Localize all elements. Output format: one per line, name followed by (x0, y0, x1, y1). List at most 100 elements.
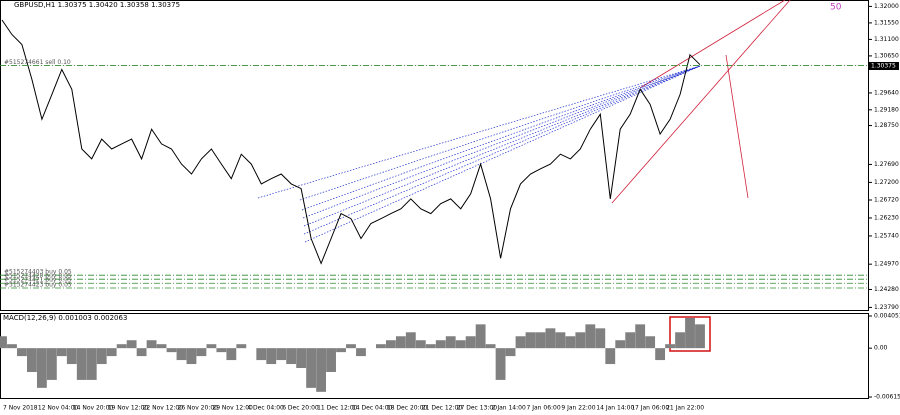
macd-bar (356, 348, 366, 357)
x-tick-label: 7 Jan 06:00 (527, 405, 561, 412)
macd-bar (7, 344, 17, 349)
x-tick-label: 19 Nov 12:00 (108, 405, 149, 412)
x-tick-label: 7 Nov 2018 (3, 405, 38, 412)
macd-bar (685, 317, 695, 349)
macd-bar (445, 336, 456, 349)
macd-bar (375, 344, 386, 349)
macd-bar (116, 344, 127, 349)
macd-bar (46, 348, 57, 380)
macd-bar (136, 348, 147, 357)
macd-bar (26, 348, 37, 372)
macd-bar (206, 344, 217, 349)
x-tick-label: 29 Nov 12:00 (212, 405, 253, 412)
macd-panel (0, 313, 869, 399)
macd-bar (96, 348, 107, 365)
macd-bar (306, 348, 317, 388)
macd-bar (635, 324, 646, 349)
macd-bar (326, 348, 336, 372)
macd-bar (166, 348, 177, 353)
y-tick-label: 1.31550 (874, 19, 899, 26)
order-label: #515274403 buy 0.05 (4, 269, 72, 276)
price-line (1, 19, 701, 265)
x-tick-label: 21 Jan 22:00 (666, 405, 704, 412)
macd-bar (146, 340, 157, 349)
macd-bar (435, 340, 446, 349)
macd-bar (535, 332, 546, 349)
badge: 50 (830, 3, 842, 13)
macd-bar (465, 336, 476, 349)
y-tick-label: 1.29640 (874, 89, 899, 96)
macd-bar (555, 332, 566, 349)
macd-bar (256, 348, 267, 361)
x-tick-label: 14 Dec 04:00 (352, 405, 393, 412)
x-tick-label: 27 Dec 13:00 (457, 405, 498, 412)
macd-bar (196, 348, 207, 357)
macd-bar (56, 348, 67, 357)
highlight-box (669, 316, 711, 352)
x-tick-label: 18 Dec 20:00 (387, 405, 428, 412)
macd-bar (675, 332, 685, 349)
x-tick-label: 21 Dec 12:00 (422, 405, 463, 412)
macd-bar (565, 336, 576, 349)
macd-bar (346, 344, 356, 349)
macd-bar (395, 336, 406, 349)
macd-bar (156, 344, 167, 349)
y-tick-label: 1.27200 (874, 179, 899, 186)
macd-bar (655, 348, 666, 361)
macd-bar (415, 340, 426, 349)
order-label: #515274421 buy 0.05 (4, 277, 72, 284)
x-tick-label: 14 Nov 20:00 (73, 405, 114, 412)
macd-bar (266, 348, 277, 365)
macd-bar (86, 348, 97, 380)
y-tick-label: 1.26230 (874, 214, 899, 221)
macd-bar (615, 340, 626, 349)
y-tick-label: 1.31100 (874, 36, 899, 43)
macd-bar (286, 348, 297, 365)
y-tick-label: 0.00 (874, 345, 888, 352)
macd-bar (625, 332, 636, 349)
macd-bar (66, 348, 77, 365)
x-tick-label: 22 Nov 12:00 (143, 405, 184, 412)
macd-bar (17, 348, 27, 357)
x-tick-label: 12 Nov 04:00 (38, 405, 79, 412)
macd-bar (475, 324, 486, 349)
macd-bar (575, 332, 586, 349)
y-tick-label: 1.32000 (874, 3, 899, 10)
y-tick-label: 1.30650 (874, 52, 899, 59)
macd-bar (645, 336, 656, 349)
macd-bar (505, 348, 516, 357)
order-label: #515274420 buy 0.05 (4, 273, 72, 280)
macd-bar (226, 348, 237, 361)
macd-bar (455, 340, 466, 349)
macd-bar (405, 332, 416, 349)
y-tick-label: 1.23790 (874, 304, 899, 311)
fan-lines (257, 65, 701, 243)
macd-bar (595, 328, 606, 349)
macd-bar (665, 344, 676, 349)
order-label: #515274423 buy 0.05 (4, 282, 72, 289)
x-tick-label: 9 Jan 22:00 (561, 405, 595, 412)
x-tick-label: 2 Jan 14:00 (492, 405, 526, 412)
y-tick-label: -0.006151 (874, 394, 900, 401)
macd-bar (515, 336, 526, 349)
macd-bar (276, 348, 287, 361)
macd-bar (236, 344, 247, 349)
macd-bar (106, 348, 117, 357)
channel-lines (611, 0, 791, 204)
y-tick-label: 0.004051 (874, 313, 900, 320)
macd-title: MACD(12,26,9) 0.001003 0.002063 (3, 314, 127, 322)
macd-bar (385, 340, 396, 349)
x-tick-label: 4 Dec 04:00 (247, 405, 284, 412)
y-tick-label: 1.24280 (874, 286, 899, 293)
macd-bar (525, 332, 536, 349)
macd-bar (0, 336, 7, 349)
y-tick-label: 1.24970 (874, 261, 899, 268)
y-tick-label: 1.28750 (874, 122, 899, 129)
macd-bar (296, 348, 307, 369)
macd-bar (605, 348, 616, 365)
price-box (869, 61, 899, 70)
current-price-label: 1.30375 (871, 62, 896, 69)
x-tick-label: 26 Nov 20:00 (178, 405, 219, 412)
macd-bar (495, 348, 506, 380)
macd-bar (36, 348, 47, 388)
